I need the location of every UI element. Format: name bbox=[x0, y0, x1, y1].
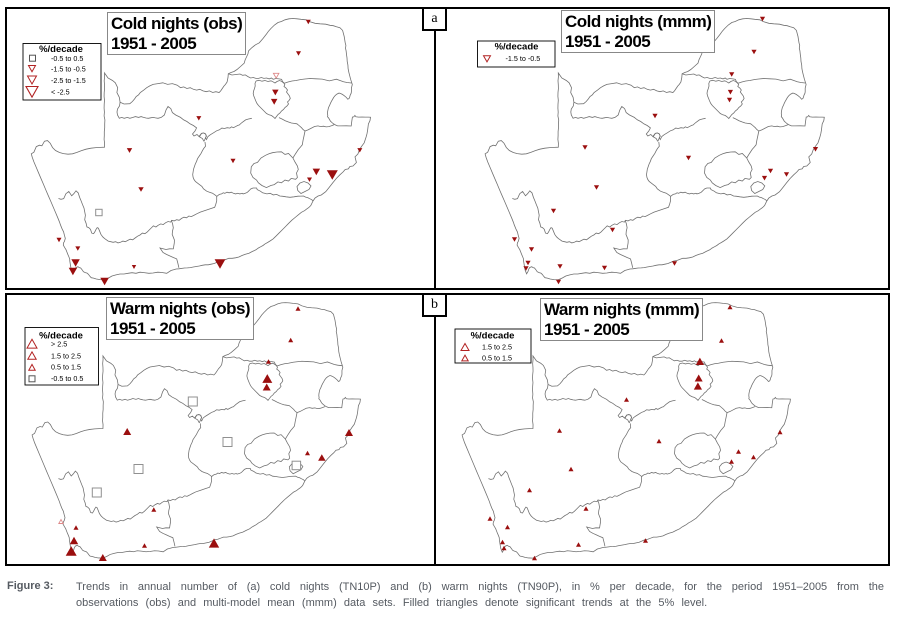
svg-text:%/decade: %/decade bbox=[39, 330, 83, 341]
svg-text:0.5 to 1.5: 0.5 to 1.5 bbox=[482, 354, 512, 363]
svg-text:%/decade: %/decade bbox=[39, 44, 83, 55]
svg-text:1.5 to 2.5: 1.5 to 2.5 bbox=[482, 343, 512, 352]
svg-text:> 2.5: > 2.5 bbox=[51, 340, 67, 349]
svg-text:%/decade: %/decade bbox=[495, 42, 539, 53]
svg-text:-0.5 to 0.5: -0.5 to 0.5 bbox=[51, 374, 83, 383]
svg-text:-0.5 to 0.5: -0.5 to 0.5 bbox=[51, 54, 83, 63]
svg-text:%/decade: %/decade bbox=[471, 331, 515, 342]
svg-text:-1.5 to -0.5: -1.5 to -0.5 bbox=[51, 65, 86, 74]
svg-text:-2.5 to -1.5: -2.5 to -1.5 bbox=[51, 76, 86, 85]
svg-text:1.5 to 2.5: 1.5 to 2.5 bbox=[51, 351, 81, 360]
svg-text:-1.5 to -0.5: -1.5 to -0.5 bbox=[506, 54, 541, 63]
svg-text:0.5 to 1.5: 0.5 to 1.5 bbox=[51, 363, 81, 372]
svg-text:< -2.5: < -2.5 bbox=[51, 88, 70, 97]
